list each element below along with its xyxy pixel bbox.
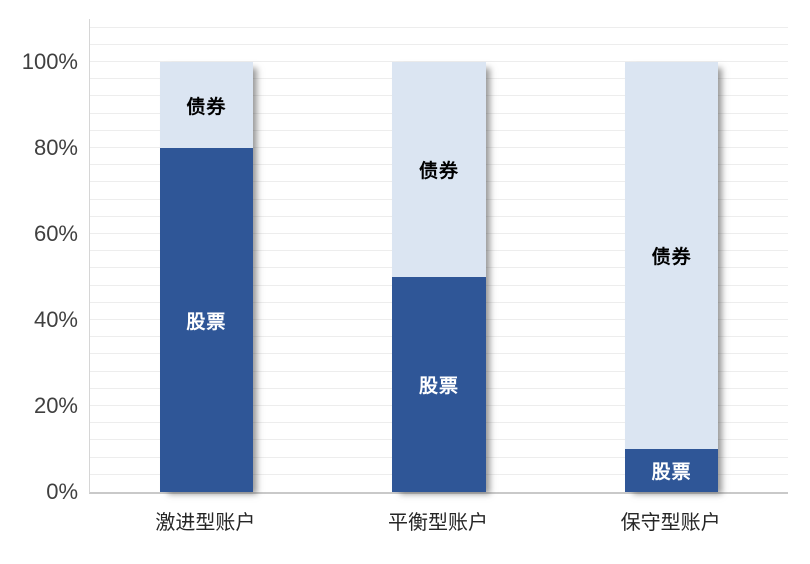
x-category-label-2: 保守型账户	[620, 512, 721, 534]
y-tick-label-100: 100%	[21, 49, 78, 74]
minor-gridline	[90, 26, 788, 28]
bar-column-2: 股票 债券	[625, 62, 719, 492]
bar-segment-series0-cat0: 股票	[159, 148, 253, 492]
bar-segment-series0-cat2: 股票	[625, 449, 719, 492]
minor-gridline	[90, 43, 788, 45]
bar-segment-label: 债券	[418, 161, 459, 182]
x-category-label-1: 平衡型账户	[388, 512, 488, 534]
bar-segment-series0-cat1: 股票	[392, 277, 486, 492]
bar-column-0: 股票 债券	[159, 62, 253, 492]
x-category-label-0: 激进型账户	[155, 512, 256, 534]
bar-segment-label: 股票	[186, 311, 227, 333]
y-tick-label-60: 60%	[33, 221, 78, 246]
bar-column-1: 股票 债券	[392, 62, 486, 492]
bar-segment-series1-cat2: 债券	[625, 62, 719, 449]
y-tick-label-20: 20%	[33, 393, 78, 418]
bar-segment-label: 股票	[651, 462, 692, 483]
bar-segment-label: 债券	[186, 96, 227, 118]
bar-segment-series1-cat1: 债券	[392, 62, 486, 277]
y-tick-label-40: 40%	[33, 307, 78, 332]
minor-gridline	[90, 61, 788, 62]
bar-segment-series1-cat0: 债券	[159, 62, 253, 148]
y-tick-label-0: 0%	[46, 479, 78, 504]
plot-area: 股票 债券股票 债券股票 债券	[89, 19, 788, 494]
bar-segment-label: 股票	[418, 376, 459, 397]
y-tick-label-80: 80%	[33, 135, 78, 160]
bar-segment-label: 债券	[651, 247, 692, 268]
